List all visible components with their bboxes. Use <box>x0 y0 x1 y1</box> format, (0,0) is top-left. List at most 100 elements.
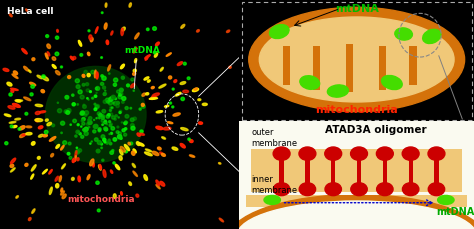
Circle shape <box>25 112 28 115</box>
Circle shape <box>119 110 122 113</box>
Ellipse shape <box>162 153 165 156</box>
Circle shape <box>187 77 190 80</box>
Circle shape <box>121 122 122 123</box>
Circle shape <box>10 125 13 128</box>
FancyBboxPatch shape <box>239 145 474 229</box>
Circle shape <box>130 107 132 109</box>
Ellipse shape <box>72 158 75 163</box>
Circle shape <box>76 85 80 89</box>
Circle shape <box>66 111 70 114</box>
Ellipse shape <box>24 97 31 101</box>
Circle shape <box>98 128 101 131</box>
Circle shape <box>108 114 110 116</box>
Ellipse shape <box>129 3 131 7</box>
Ellipse shape <box>273 147 290 160</box>
Circle shape <box>125 114 129 118</box>
Ellipse shape <box>133 47 137 53</box>
Circle shape <box>83 128 87 132</box>
Ellipse shape <box>259 17 454 102</box>
Ellipse shape <box>172 147 178 150</box>
Circle shape <box>75 135 77 137</box>
Ellipse shape <box>28 70 31 73</box>
Circle shape <box>76 147 78 148</box>
Ellipse shape <box>351 147 367 160</box>
Text: inner
membrane: inner membrane <box>251 175 297 195</box>
Ellipse shape <box>328 85 348 97</box>
Ellipse shape <box>10 158 16 164</box>
Circle shape <box>121 76 125 79</box>
Circle shape <box>103 93 106 95</box>
Ellipse shape <box>62 164 65 169</box>
Circle shape <box>99 114 102 117</box>
Circle shape <box>126 121 128 123</box>
Ellipse shape <box>190 140 193 142</box>
Circle shape <box>153 27 156 30</box>
Circle shape <box>84 111 89 115</box>
Circle shape <box>81 111 85 115</box>
Circle shape <box>109 101 112 105</box>
Text: mtDNA: mtDNA <box>335 4 379 14</box>
Circle shape <box>61 66 63 68</box>
Ellipse shape <box>162 137 165 139</box>
Ellipse shape <box>61 191 64 195</box>
Circle shape <box>107 124 108 125</box>
Ellipse shape <box>47 52 50 56</box>
Ellipse shape <box>55 184 59 188</box>
Circle shape <box>103 100 107 104</box>
Circle shape <box>116 131 119 134</box>
Ellipse shape <box>227 30 230 33</box>
Ellipse shape <box>26 9 27 11</box>
Circle shape <box>112 102 114 104</box>
Circle shape <box>88 126 90 128</box>
Ellipse shape <box>38 126 43 129</box>
Ellipse shape <box>3 68 9 71</box>
Ellipse shape <box>423 29 441 44</box>
Circle shape <box>102 109 106 113</box>
Ellipse shape <box>31 174 34 179</box>
Ellipse shape <box>155 42 159 46</box>
Circle shape <box>81 135 84 138</box>
Ellipse shape <box>177 62 182 65</box>
FancyBboxPatch shape <box>280 158 284 184</box>
Circle shape <box>91 97 93 99</box>
Circle shape <box>106 115 109 118</box>
Circle shape <box>75 79 80 83</box>
Ellipse shape <box>237 201 474 229</box>
Circle shape <box>94 138 98 141</box>
Circle shape <box>96 181 99 184</box>
FancyBboxPatch shape <box>357 158 361 184</box>
Circle shape <box>55 36 59 39</box>
Ellipse shape <box>299 183 316 196</box>
Circle shape <box>104 127 107 130</box>
Ellipse shape <box>376 147 393 160</box>
Ellipse shape <box>31 142 35 145</box>
Ellipse shape <box>55 71 60 75</box>
FancyBboxPatch shape <box>305 158 310 184</box>
Text: ATAD3A oligomer: ATAD3A oligomer <box>325 125 426 135</box>
Ellipse shape <box>299 147 316 160</box>
Circle shape <box>119 88 123 92</box>
Ellipse shape <box>160 67 164 71</box>
Ellipse shape <box>183 90 189 93</box>
Ellipse shape <box>194 88 198 90</box>
Ellipse shape <box>149 98 157 99</box>
Circle shape <box>75 150 80 154</box>
Ellipse shape <box>119 156 122 160</box>
Ellipse shape <box>120 147 126 152</box>
Circle shape <box>111 107 113 109</box>
Ellipse shape <box>51 153 54 157</box>
FancyBboxPatch shape <box>346 44 353 92</box>
Ellipse shape <box>145 55 150 59</box>
Ellipse shape <box>87 52 90 56</box>
Circle shape <box>104 121 107 124</box>
Circle shape <box>105 120 106 122</box>
Circle shape <box>104 92 107 95</box>
Ellipse shape <box>87 174 90 180</box>
Ellipse shape <box>164 105 169 107</box>
Circle shape <box>109 97 113 101</box>
Ellipse shape <box>19 134 25 138</box>
FancyBboxPatch shape <box>383 158 387 184</box>
Circle shape <box>130 124 134 127</box>
Ellipse shape <box>12 125 17 128</box>
Ellipse shape <box>15 118 20 120</box>
